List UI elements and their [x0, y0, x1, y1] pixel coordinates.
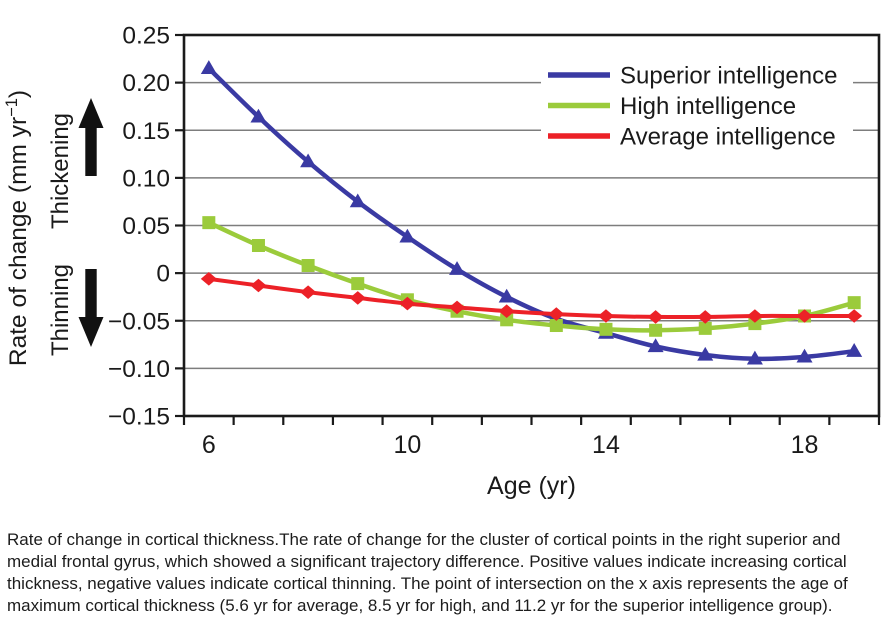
data-point-superior-intelligence-age-11: [449, 261, 466, 275]
data-point-superior-intelligence-age-19: [846, 343, 863, 357]
data-point-high-intelligence-age-16: [698, 321, 712, 335]
y-axis-tick-label: −0.10: [108, 356, 170, 383]
data-point-high-intelligence-age-19: [847, 296, 861, 310]
y-axis-tick-label: 0.20: [122, 70, 170, 97]
y-axis-tick-label: −0.15: [108, 404, 170, 431]
thickening-label: Thickening: [47, 113, 74, 229]
thinning-label: Thinning: [47, 264, 74, 356]
y-axis-tick-label: 0: [156, 261, 170, 288]
data-point-average-intelligence-age-17: [746, 309, 763, 323]
data-point-high-intelligence-age-8: [301, 259, 315, 273]
legend-label-superior-intelligence: Superior intelligence: [620, 63, 837, 90]
data-point-high-intelligence-age-17: [748, 317, 762, 331]
data-point-average-intelligence-age-19: [846, 309, 863, 323]
x-axis-tick-label: 10: [393, 431, 421, 459]
data-point-high-intelligence-age-9: [351, 277, 365, 291]
series-average-intelligence: [200, 272, 863, 324]
data-point-average-intelligence-age-7: [250, 278, 267, 293]
legend-label-high-intelligence: High intelligence: [620, 93, 796, 120]
cortical-thickness-rate-chart: 0.25 0.20 0.15 0.10 0.05 0 −0.05 −0.10 −0.15 6 10 1…: [3, 23, 881, 500]
data-point-superior-intelligence-age-9: [349, 193, 366, 208]
legend-item-high-intelligence: High intelligence: [548, 93, 796, 120]
y-axis-tick-label: 0.25: [122, 23, 170, 50]
chart-figure: 0.25 0.20 0.15 0.10 0.05 0 −0.05 −0.10 −0.15 6 10 1…: [3, 23, 881, 500]
x-axis-title: Age (yr): [487, 472, 576, 500]
data-point-high-intelligence-age-14: [599, 322, 613, 336]
data-point-superior-intelligence-age-18: [796, 348, 813, 363]
data-point-average-intelligence-age-9: [349, 291, 366, 305]
data-point-superior-intelligence-age-6: [200, 60, 217, 74]
data-point-average-intelligence-age-11: [449, 300, 466, 315]
x-axis-tick-label: 18: [791, 431, 819, 459]
data-point-high-intelligence-age-6: [202, 216, 216, 230]
data-point-average-intelligence-age-14: [597, 309, 614, 323]
data-point-superior-intelligence-age-10: [399, 228, 416, 243]
y-axis-tick-label: 0.15: [122, 118, 170, 145]
data-point-average-intelligence-age-15: [647, 310, 664, 324]
data-point-average-intelligence-age-8: [300, 285, 317, 299]
series-high-intelligence: [202, 216, 861, 337]
data-point-superior-intelligence-age-17: [746, 350, 763, 365]
y-axis-tick-label: −0.05: [108, 308, 170, 335]
data-point-superior-intelligence-age-8: [300, 153, 317, 168]
data-point-average-intelligence-age-18: [796, 309, 813, 323]
data-point-average-intelligence-age-13: [548, 307, 565, 321]
legend-item-average-intelligence: Average intelligence: [548, 124, 836, 151]
data-point-average-intelligence-age-12: [498, 304, 515, 319]
data-point-average-intelligence-age-16: [697, 310, 714, 324]
data-point-high-intelligence-age-7: [251, 239, 265, 253]
data-point-superior-intelligence-age-16: [697, 346, 714, 361]
thickening-arrow-icon: [78, 98, 104, 176]
data-point-average-intelligence-age-6: [200, 272, 217, 286]
data-point-superior-intelligence-age-7: [250, 108, 267, 123]
data-point-high-intelligence-age-12: [500, 313, 514, 327]
y-axis-tick-label: 0.10: [122, 165, 170, 192]
y-axis-title: Rate of change (mm yr−1): [3, 90, 32, 366]
legend-label-average-intelligence: Average intelligence: [620, 124, 836, 151]
x-axis-tick-label: 14: [592, 431, 620, 459]
x-axis-tick-label: 6: [202, 431, 216, 459]
thinning-arrow-icon: [78, 269, 104, 347]
y-axis-tick-label: 0.05: [122, 213, 170, 240]
data-point-average-intelligence-age-10: [399, 296, 416, 311]
figure-caption: Rate of change in cortical thickness.The…: [7, 530, 848, 615]
data-point-superior-intelligence-age-15: [647, 338, 664, 353]
data-point-high-intelligence-age-15: [649, 323, 663, 337]
legend: Superior intelligence High intelligence Av…: [541, 56, 853, 155]
data-point-high-intelligence-age-13: [549, 319, 563, 333]
data-point-superior-intelligence-age-12: [498, 288, 515, 303]
legend-item-superior-intelligence: Superior intelligence: [548, 63, 837, 90]
